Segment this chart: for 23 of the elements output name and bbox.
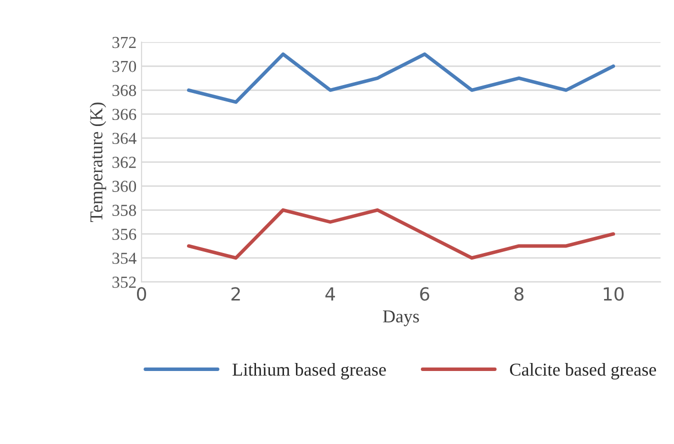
- y-tick-label: 364: [112, 132, 136, 144]
- x-axis-title: Days: [382, 310, 419, 326]
- x-tick-label: 8: [514, 287, 524, 301]
- x-tick-label: 10: [604, 287, 624, 301]
- y-tick-label: 358: [112, 204, 136, 216]
- x-tick-label: 0: [136, 287, 146, 301]
- x-tick-label: 6: [420, 287, 430, 301]
- line-series: [186, 208, 616, 260]
- x-tick-label: 2: [231, 287, 240, 301]
- y-tick-label: 352: [112, 276, 136, 288]
- y-tick-label: 372: [112, 36, 136, 48]
- y-tick-label: 354: [112, 252, 136, 264]
- y-tick-label: 368: [112, 84, 136, 96]
- y-tick-label: 360: [112, 180, 136, 192]
- y-tick-label: 356: [112, 228, 136, 240]
- y-axis-title: Temperature (K): [90, 102, 106, 222]
- y-tick-label: 366: [112, 108, 136, 120]
- legend-label: Calcite based grease: [510, 363, 656, 380]
- x-tick-label: 4: [325, 287, 335, 301]
- y-tick-label: 362: [112, 156, 136, 168]
- y-tick-label: 370: [112, 60, 136, 72]
- legend-label: Lithium based grease: [232, 363, 386, 380]
- line-series: [186, 52, 616, 104]
